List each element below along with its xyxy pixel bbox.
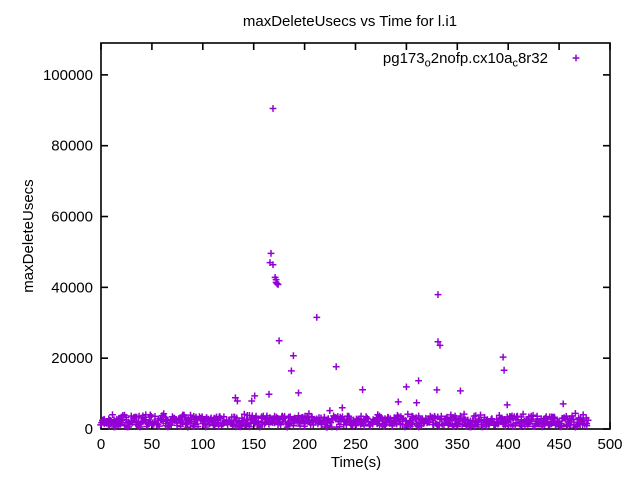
y-tick-label: 40000 <box>51 279 93 296</box>
y-tick-label: 60000 <box>51 209 93 226</box>
legend-marker-plus-icon <box>572 54 580 62</box>
data-points <box>97 105 592 431</box>
y-tick-labels: 0 20000 40000 60000 80000 100000 <box>43 67 93 438</box>
chart-title: maxDeleteUsecs vs Time for l.i1 <box>243 13 457 30</box>
x-tick-label: 100 <box>190 436 215 453</box>
x-tick-label: 350 <box>445 436 470 453</box>
x-tick-label: 400 <box>496 436 521 453</box>
y-tick-label: 100000 <box>43 67 93 84</box>
x-tick-labels: 0 50 100 150 200 250 300 350 400 450 500 <box>97 436 623 453</box>
x-tick-label: 300 <box>394 436 419 453</box>
x-tick-label: 450 <box>547 436 572 453</box>
y-tick-label: 0 <box>85 421 93 438</box>
x-tick-label: 150 <box>241 436 266 453</box>
x-axis-label: Time(s) <box>331 454 381 471</box>
x-tick-label: 50 <box>144 436 161 453</box>
x-tick-label: 250 <box>343 436 368 453</box>
x-tick-label: 200 <box>292 436 317 453</box>
legend-label: pg173o2nofp.cx10ac8r32 <box>383 50 548 70</box>
y-tick-label: 20000 <box>51 350 93 367</box>
y-ticks <box>101 74 610 430</box>
legend: pg173o2nofp.cx10ac8r32 <box>383 50 580 70</box>
y-tick-label: 80000 <box>51 138 93 155</box>
y-axis-label: maxDeleteUsecs <box>20 179 37 292</box>
x-tick-label: 500 <box>597 436 622 453</box>
x-tick-label: 0 <box>97 436 105 453</box>
